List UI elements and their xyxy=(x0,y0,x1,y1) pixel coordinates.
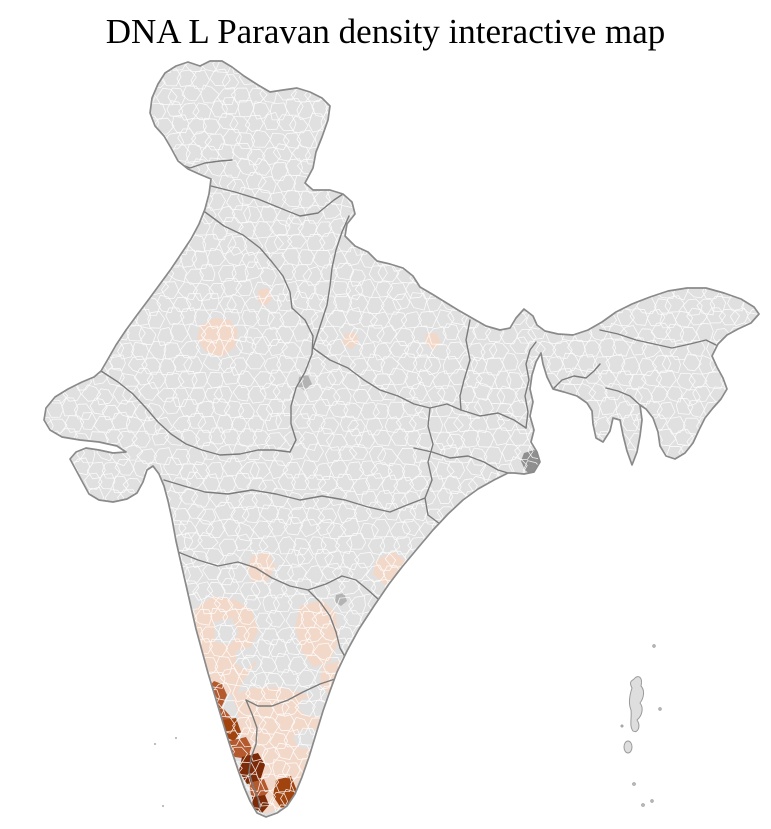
district-patch-patch-04[interactable] xyxy=(425,333,441,350)
district-patch-patch-07[interactable] xyxy=(295,600,339,667)
district-patch-patch-05[interactable] xyxy=(247,552,275,582)
state-borders xyxy=(100,159,717,809)
district-patch-patch-03[interactable] xyxy=(343,332,359,349)
map-title: DNA L Paravan density interactive map xyxy=(105,12,666,51)
country-base-fill[interactable] xyxy=(44,61,759,817)
district-patch-patch-19[interactable] xyxy=(239,753,265,784)
lakshadweep-islands[interactable] xyxy=(153,736,178,808)
country-outline xyxy=(43,60,760,818)
country-area[interactable] xyxy=(17,53,771,826)
andaman-nicobar-islands[interactable] xyxy=(620,644,662,807)
district-patch-patch-20[interactable] xyxy=(249,779,269,799)
